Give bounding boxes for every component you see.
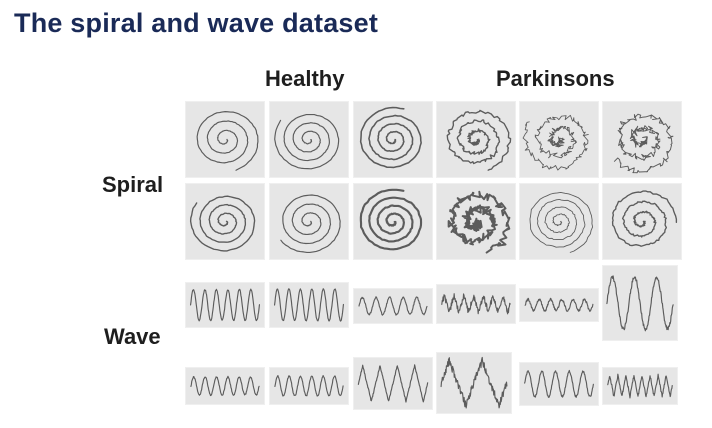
pen-stroke [280,194,341,254]
drawing-stroke [522,114,589,171]
drawing-stroke [613,113,674,174]
pen-stroke [522,114,589,171]
column-header-healthy: Healthy [265,66,345,91]
wave-drawing-image [602,367,678,405]
drawing-stroke [524,297,594,313]
spiral-drawing-image [602,183,682,260]
pen-stroke [606,275,674,332]
row-header-spiral: Spiral [102,172,164,197]
pen-stroke [441,293,511,315]
column-header-parkinsons: Parkinsons [496,66,615,91]
drawing-stroke [190,375,260,397]
pen-stroke [196,111,259,171]
spiral-drawing-image [269,183,349,260]
drawing-stroke [524,369,594,398]
drawing-stroke [274,375,344,397]
pen-stroke [447,190,511,254]
pen-stroke [446,109,512,171]
wave-drawing-image [269,367,349,405]
wave-drawing-image [353,357,433,410]
wave-drawing-image [436,284,516,324]
drawing-stroke [358,296,428,316]
drawing-stroke [440,356,508,409]
wave-drawing-image [353,288,433,324]
pen-stroke [190,375,260,397]
wave-drawing-image [519,362,599,406]
wave-drawing-image [436,352,512,414]
drawing-stroke [447,190,511,254]
pen-stroke [524,297,594,313]
drawing-stroke [441,293,511,315]
wave-drawing-image [185,282,265,328]
drawing-stroke [446,109,512,171]
pen-stroke [274,375,344,397]
drawing-stroke [274,113,340,170]
pen-stroke [274,113,340,170]
drawing-stroke [357,364,429,403]
drawing-stroke [189,288,261,322]
spiral-drawing-image [185,101,265,178]
wave-drawing-image [602,265,678,341]
wave-drawing-image [519,288,599,322]
drawing-stroke [273,288,345,322]
drawing-stroke [189,195,256,252]
row-header-wave: Wave [104,324,161,349]
drawing-stroke [611,190,678,247]
spiral-drawing-image [269,101,349,178]
spiral-drawing-image [436,101,516,178]
pen-stroke [358,296,428,316]
pen-stroke [613,113,674,174]
drawing-stroke [280,194,341,254]
wave-drawing-image [269,282,349,328]
spiral-drawing-image [519,183,599,260]
pen-stroke [611,190,678,247]
spiral-drawing-image [436,183,516,260]
drawing-stroke [606,275,674,332]
drawing-stroke [529,192,594,253]
spiral-drawing-image [353,183,433,260]
pen-stroke [524,369,594,398]
spiral-drawing-image [185,183,265,260]
wave-drawing-image [185,367,265,405]
spiral-drawing-image [519,101,599,178]
pen-stroke [359,188,423,251]
spiral-drawing-image [353,101,433,178]
pen-stroke [359,106,422,169]
drawing-stroke [359,106,422,169]
pen-stroke [189,288,261,322]
pen-stroke [440,356,508,409]
drawing-stroke [196,111,259,171]
drawing-stroke [607,373,673,399]
pen-stroke [357,364,429,403]
pen-stroke [607,373,673,399]
pen-stroke [529,192,594,253]
spiral-drawing-image [602,101,682,178]
drawing-stroke [359,188,423,251]
pen-stroke [189,195,256,252]
page-title: The spiral and wave dataset [14,8,379,38]
pen-stroke [273,288,345,322]
